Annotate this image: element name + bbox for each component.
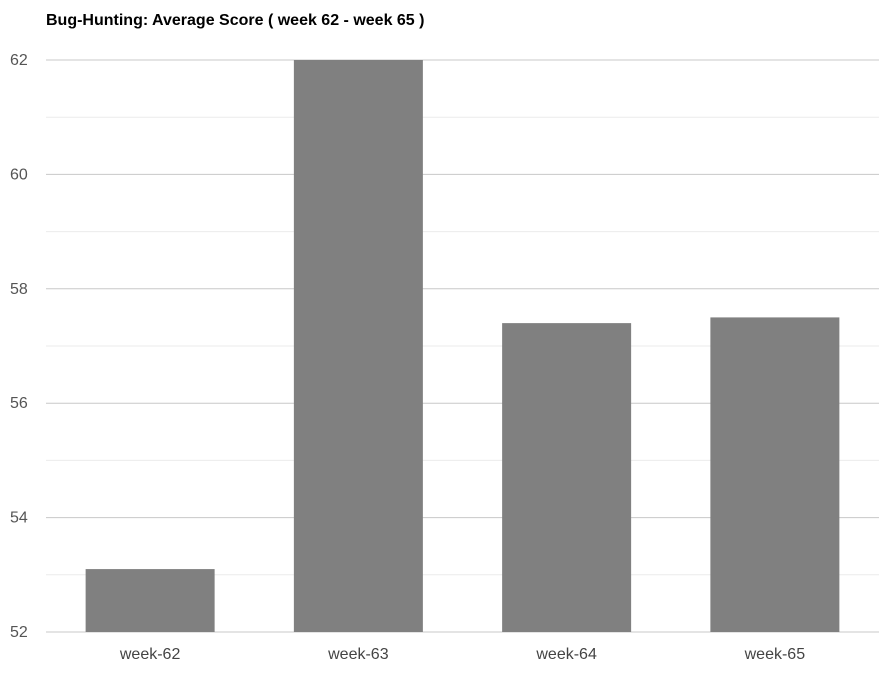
x-tick-label: week-62 (119, 646, 181, 663)
bar (293, 60, 423, 632)
bar (502, 323, 632, 632)
y-tick-label: 58 (10, 281, 28, 298)
y-tick-label: 60 (10, 166, 28, 183)
y-tick-label: 56 (10, 395, 28, 412)
x-tick-label: week-63 (327, 646, 389, 663)
bar (710, 317, 840, 632)
y-tick-label: 52 (10, 624, 28, 641)
x-tick-label: week-65 (744, 646, 806, 663)
chart-title: Bug-Hunting: Average Score ( week 62 - w… (46, 12, 425, 29)
bar (85, 569, 215, 632)
y-tick-label: 54 (10, 510, 28, 527)
y-tick-label: 62 (10, 52, 28, 69)
x-tick-label: week-64 (535, 646, 597, 663)
